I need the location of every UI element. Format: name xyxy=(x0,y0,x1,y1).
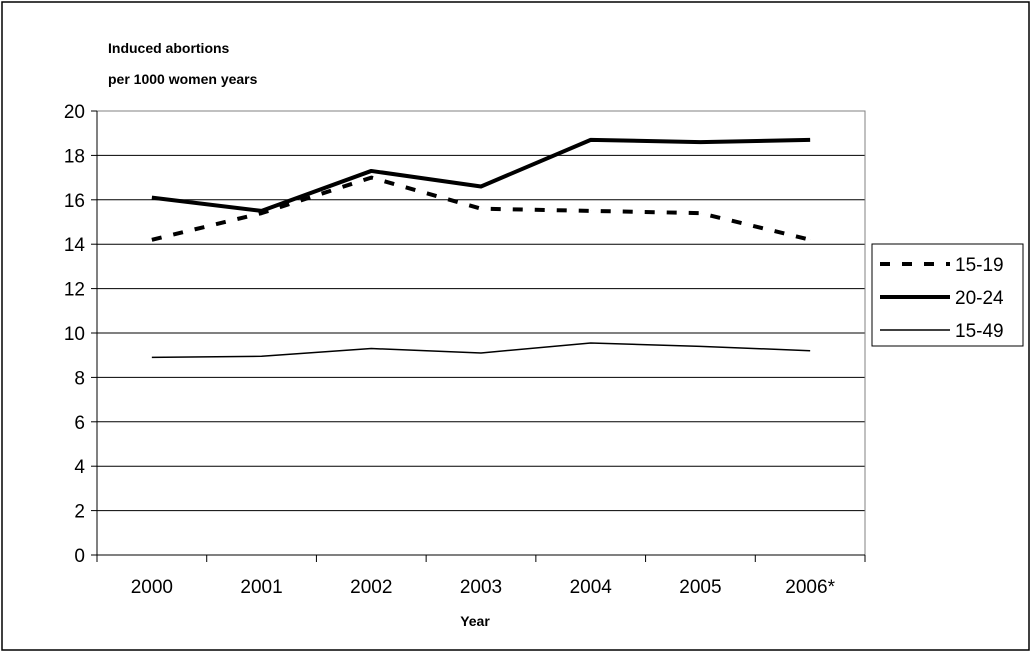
y-tick-label: 18 xyxy=(64,146,85,167)
axes: 0 2 4 6 8 10 12 14 16 18 20 2000 2001 2002 2003 2004 200… xyxy=(64,102,866,598)
y-tick-label: 10 xyxy=(64,324,85,345)
y-tick-label: 20 xyxy=(64,102,85,123)
x-tick-label: 2004 xyxy=(570,577,613,598)
x-tick-label: 2003 xyxy=(460,577,502,598)
y-axis-title-line-2: per 1000 women years xyxy=(108,71,258,87)
y-tick-label: 4 xyxy=(74,457,85,478)
y-axis-title-line-1: Induced abortions xyxy=(108,40,230,56)
legend-label-15-19: 15-19 xyxy=(955,255,1004,276)
series-layer xyxy=(151,137,811,359)
x-tick-label: 2000 xyxy=(131,577,173,598)
y-tick-label: 0 xyxy=(74,546,85,567)
legend: 15-19 20-24 15-49 xyxy=(871,243,1024,347)
x-tick-label: 2001 xyxy=(240,577,282,598)
x-tick-label: 2002 xyxy=(350,577,392,598)
legend-label-15-49: 15-49 xyxy=(955,321,1004,342)
x-tick-label: 2005 xyxy=(679,577,721,598)
y-tick-label: 8 xyxy=(74,368,85,389)
x-tick-label: 2006* xyxy=(785,577,835,598)
y-tick-label: 6 xyxy=(74,413,85,434)
y-tick-label: 2 xyxy=(74,502,85,523)
legend-label-20-24: 20-24 xyxy=(955,288,1004,309)
y-tick-label: 16 xyxy=(64,191,85,212)
x-axis-title: Year xyxy=(460,613,490,629)
y-tick-label: 14 xyxy=(64,235,86,256)
y-tick-label: 12 xyxy=(64,280,85,301)
